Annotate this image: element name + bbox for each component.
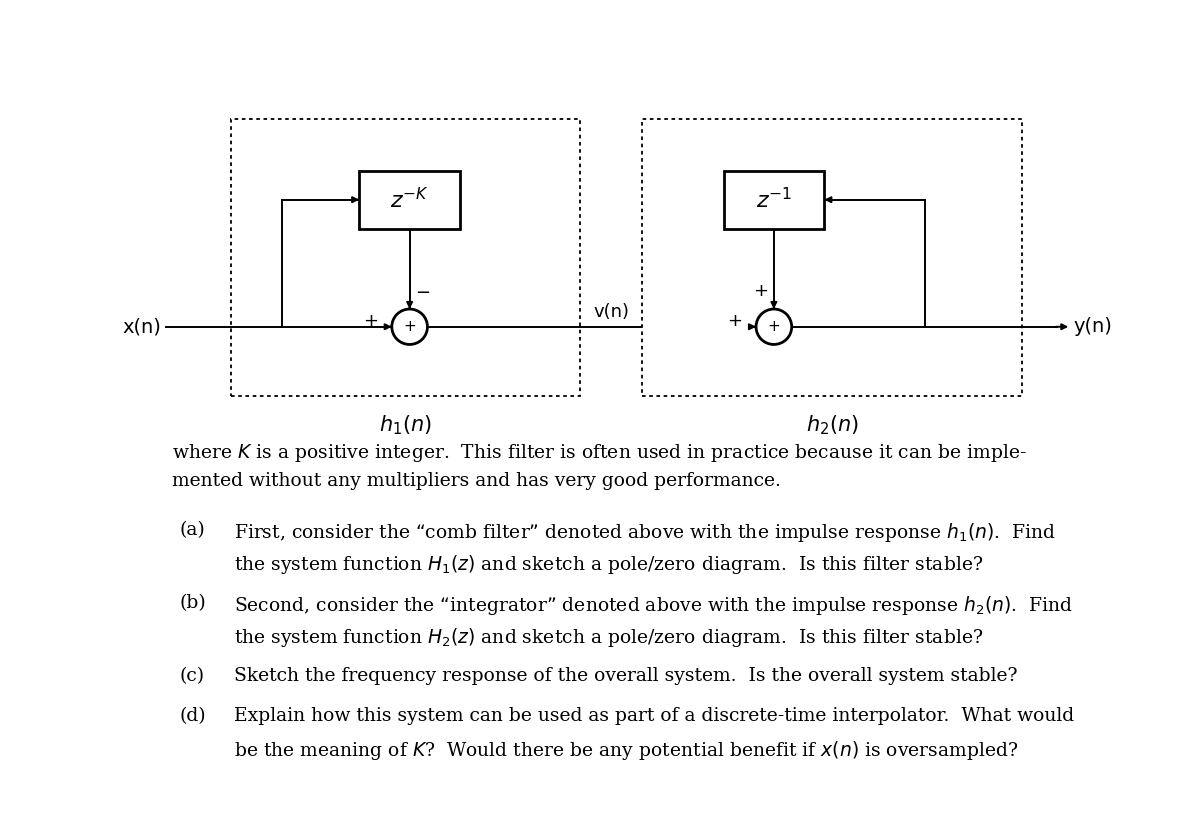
Text: the system function $H_1(z)$ and sketch a pole/zero diagram.  Is this filter sta: the system function $H_1(z)$ and sketch …	[234, 553, 983, 576]
Text: $h_1(n)$: $h_1(n)$	[379, 413, 432, 437]
Text: v(n): v(n)	[593, 303, 629, 320]
Bar	[359, 171, 460, 228]
Text: $+$: $+$	[727, 312, 742, 330]
Text: Second, consider the “integrator” denoted above with the impulse response $h_2(n: Second, consider the “integrator” denote…	[234, 594, 1073, 617]
Text: $+$: $+$	[754, 282, 768, 300]
Circle shape	[756, 309, 792, 344]
Text: (d): (d)	[180, 707, 206, 725]
Text: where $K$ is a positive integer.  This filter is often used in practice because : where $K$ is a positive integer. This fi…	[172, 442, 1026, 464]
Bar	[232, 119, 580, 396]
Bar	[724, 171, 824, 228]
Text: $z^{-1}$: $z^{-1}$	[756, 187, 792, 212]
Text: $+$: $+$	[403, 320, 416, 334]
Circle shape	[391, 309, 427, 344]
Text: $z^{-K}$: $z^{-K}$	[390, 187, 430, 212]
Text: $+$: $+$	[362, 312, 378, 330]
Text: Sketch the frequency response of the overall system.  Is the overall system stab: Sketch the frequency response of the ove…	[234, 667, 1018, 685]
Text: (c): (c)	[180, 667, 204, 685]
Text: (b): (b)	[180, 594, 206, 612]
Text: x(n): x(n)	[122, 317, 162, 336]
Text: (a): (a)	[180, 520, 205, 539]
Text: $h_2(n)$: $h_2(n)$	[805, 413, 858, 437]
Text: the system function $H_2(z)$ and sketch a pole/zero diagram.  Is this filter sta: the system function $H_2(z)$ and sketch …	[234, 627, 983, 649]
Text: Explain how this system can be used as part of a discrete-time interpolator.  Wh: Explain how this system can be used as p…	[234, 707, 1074, 725]
Text: y(n): y(n)	[1074, 317, 1112, 336]
Text: $-$: $-$	[415, 282, 430, 300]
Text: First, consider the “comb filter” denoted above with the impulse response $h_1(n: First, consider the “comb filter” denote…	[234, 520, 1056, 544]
Text: mented without any multipliers and has very good performance.: mented without any multipliers and has v…	[172, 471, 780, 490]
Text: $+$: $+$	[767, 320, 780, 334]
Text: be the meaning of $K$?  Would there be any potential benefit if $x(n)$ is oversa: be the meaning of $K$? Would there be an…	[234, 740, 1019, 763]
Bar	[642, 119, 1022, 396]
